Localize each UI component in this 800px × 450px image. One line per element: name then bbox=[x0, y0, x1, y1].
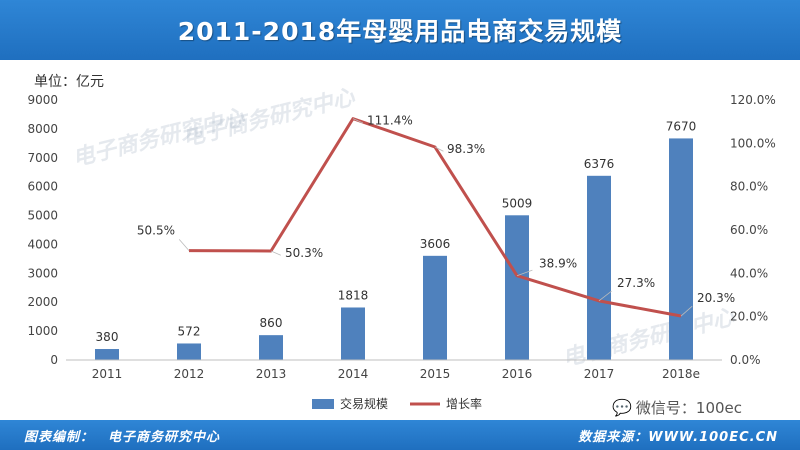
y-left-tick-label: 7000 bbox=[27, 151, 58, 165]
bar bbox=[423, 255, 447, 360]
y-right-tick-label: 20.0% bbox=[730, 310, 768, 324]
leader-line bbox=[434, 146, 444, 152]
bar bbox=[177, 343, 201, 360]
x-tick-label: 2016 bbox=[502, 367, 533, 381]
line-data-label: 111.4% bbox=[367, 114, 413, 128]
bar-data-label: 6376 bbox=[584, 157, 615, 171]
leader-line bbox=[598, 290, 612, 302]
y-left-tick-label: 9000 bbox=[27, 93, 58, 107]
line-data-label: 50.3% bbox=[285, 246, 323, 260]
bar bbox=[95, 349, 119, 360]
footer-bar: 图表编制： 电子商务研究中心 数据来源：WWW.100EC.CN bbox=[0, 420, 800, 450]
y-left-tick-label: 1000 bbox=[27, 324, 58, 338]
line-data-label: 50.5% bbox=[137, 224, 175, 238]
x-tick-label: 2011 bbox=[92, 367, 123, 381]
footer-source: 数据来源：WWW.100EC.CN bbox=[578, 430, 778, 445]
leader-line bbox=[516, 269, 533, 277]
y-left-tick-label: 3000 bbox=[27, 266, 58, 280]
leader-line bbox=[680, 305, 693, 317]
x-tick-label: 2018e bbox=[662, 367, 700, 381]
leader-line bbox=[178, 239, 190, 251]
bar bbox=[505, 215, 529, 360]
leader-line bbox=[352, 118, 363, 124]
leader-line bbox=[270, 250, 281, 256]
y-right-tick-label: 40.0% bbox=[730, 266, 768, 280]
wechat-id: 💬 微信号：100ec bbox=[612, 397, 742, 418]
bar bbox=[341, 307, 365, 360]
line-data-label: 20.3% bbox=[697, 291, 735, 305]
y-left-tick-label: 4000 bbox=[27, 237, 58, 251]
bar-data-label: 3606 bbox=[420, 237, 451, 251]
x-tick-label: 2017 bbox=[584, 367, 615, 381]
line-data-label: 38.9% bbox=[539, 257, 577, 271]
legend-line-label: 增长率 bbox=[446, 396, 482, 411]
y-right-tick-label: 80.0% bbox=[730, 180, 768, 194]
bar-data-label: 572 bbox=[178, 324, 201, 338]
bar bbox=[587, 175, 611, 360]
y-right-tick-label: 0.0% bbox=[730, 353, 761, 367]
footer-credit-value: 电子商务研究中心 bbox=[108, 430, 221, 445]
line-data-label: 27.3% bbox=[617, 276, 655, 290]
bar-data-label: 1818 bbox=[338, 288, 369, 302]
bar bbox=[669, 138, 693, 360]
bar bbox=[259, 335, 283, 360]
y-right-tick-label: 120.0% bbox=[730, 93, 776, 107]
legend-bar-swatch bbox=[312, 399, 334, 409]
page-title: 2011-2018年母婴用品电商交易规模 bbox=[177, 17, 623, 46]
line-data-label: 98.3% bbox=[447, 142, 485, 156]
y-right-tick-label: 100.0% bbox=[730, 136, 776, 150]
x-tick-label: 2012 bbox=[174, 367, 205, 381]
y-left-tick-label: 2000 bbox=[27, 295, 58, 309]
bar-data-label: 860 bbox=[260, 316, 283, 330]
footer-credit: 图表编制： 电子商务研究中心 bbox=[24, 426, 220, 445]
y-left-tick-label: 5000 bbox=[27, 209, 58, 223]
x-tick-label: 2014 bbox=[338, 367, 369, 381]
y-right-tick-label: 60.0% bbox=[730, 223, 768, 237]
wechat-text: 微信号：100ec bbox=[635, 399, 743, 417]
bar-data-label: 5009 bbox=[502, 196, 533, 210]
footer-credit-label: 图表编制： bbox=[24, 430, 95, 445]
bar-data-label: 380 bbox=[96, 330, 119, 344]
y-left-tick-label: 8000 bbox=[27, 122, 58, 136]
bar-data-label: 7670 bbox=[666, 119, 697, 133]
wechat-icon: 💬 bbox=[612, 398, 632, 417]
unit-label: 单位：亿元 bbox=[34, 74, 104, 90]
legend-bar-label: 交易规模 bbox=[340, 396, 388, 411]
y-left-tick-label: 6000 bbox=[27, 180, 58, 194]
title-bar: 2011-2018年母婴用品电商交易规模 bbox=[0, 0, 800, 60]
x-tick-label: 2015 bbox=[420, 367, 451, 381]
x-tick-label: 2013 bbox=[256, 367, 287, 381]
y-left-tick-label: 0 bbox=[50, 353, 58, 367]
